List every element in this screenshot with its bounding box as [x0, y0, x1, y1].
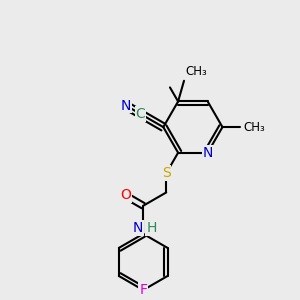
Text: CH₃: CH₃ [243, 121, 265, 134]
Text: H: H [146, 221, 157, 235]
Text: C: C [135, 107, 145, 121]
Text: N: N [202, 146, 213, 160]
Text: S: S [162, 166, 171, 180]
Text: N: N [121, 99, 131, 113]
Text: CH₃: CH₃ [185, 65, 207, 78]
Text: F: F [139, 283, 147, 297]
Text: N: N [133, 221, 143, 235]
Text: O: O [120, 188, 131, 203]
